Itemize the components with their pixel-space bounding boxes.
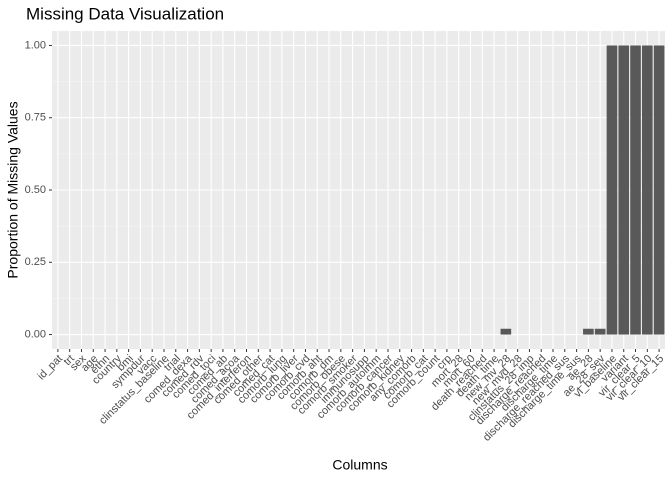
bar bbox=[500, 328, 512, 335]
bar bbox=[594, 328, 606, 335]
bar bbox=[583, 328, 594, 335]
y-tick-label: 0.25 bbox=[25, 256, 46, 268]
bar bbox=[618, 45, 630, 335]
bar bbox=[606, 45, 618, 335]
y-tick-label: 0.75 bbox=[25, 112, 46, 124]
y-tick-label: 0.00 bbox=[25, 328, 46, 340]
chart-title: Missing Data Visualization bbox=[26, 4, 224, 23]
bar bbox=[642, 45, 653, 335]
y-tick-label: 1.00 bbox=[25, 39, 46, 51]
y-axis-label: Proportion of Missing Values bbox=[5, 101, 21, 278]
y-tick-label: 0.50 bbox=[25, 184, 46, 196]
bar bbox=[653, 45, 665, 335]
bar bbox=[630, 45, 641, 335]
x-axis-label: Columns bbox=[332, 457, 387, 473]
